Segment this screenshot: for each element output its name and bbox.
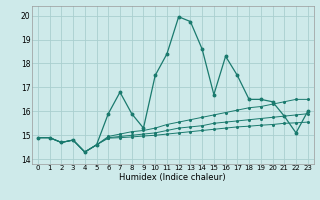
X-axis label: Humidex (Indice chaleur): Humidex (Indice chaleur) [119, 173, 226, 182]
